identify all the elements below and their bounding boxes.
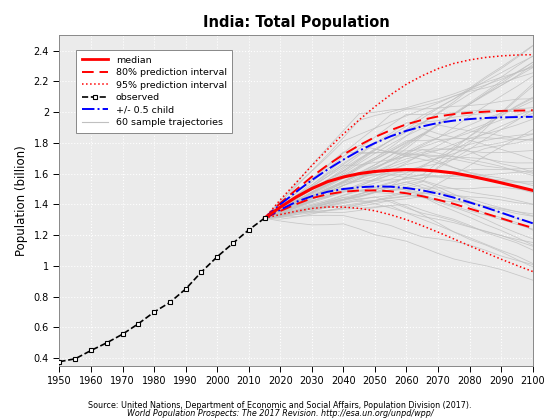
Y-axis label: Population (billion): Population (billion)	[15, 145, 28, 256]
Title: India: Total Population: India: Total Population	[203, 15, 389, 30]
Legend: median, 80% prediction interval, 95% prediction interval, observed, +/- 0.5 chil: median, 80% prediction interval, 95% pre…	[76, 50, 232, 133]
Text: Source: United Nations, Department of Economic and Social Affairs, Population Di: Source: United Nations, Department of Ec…	[88, 401, 472, 410]
Text: World Population Prospects: The 2017 Revision. http://esa.un.org/unpd/wpp/: World Population Prospects: The 2017 Rev…	[127, 409, 433, 418]
